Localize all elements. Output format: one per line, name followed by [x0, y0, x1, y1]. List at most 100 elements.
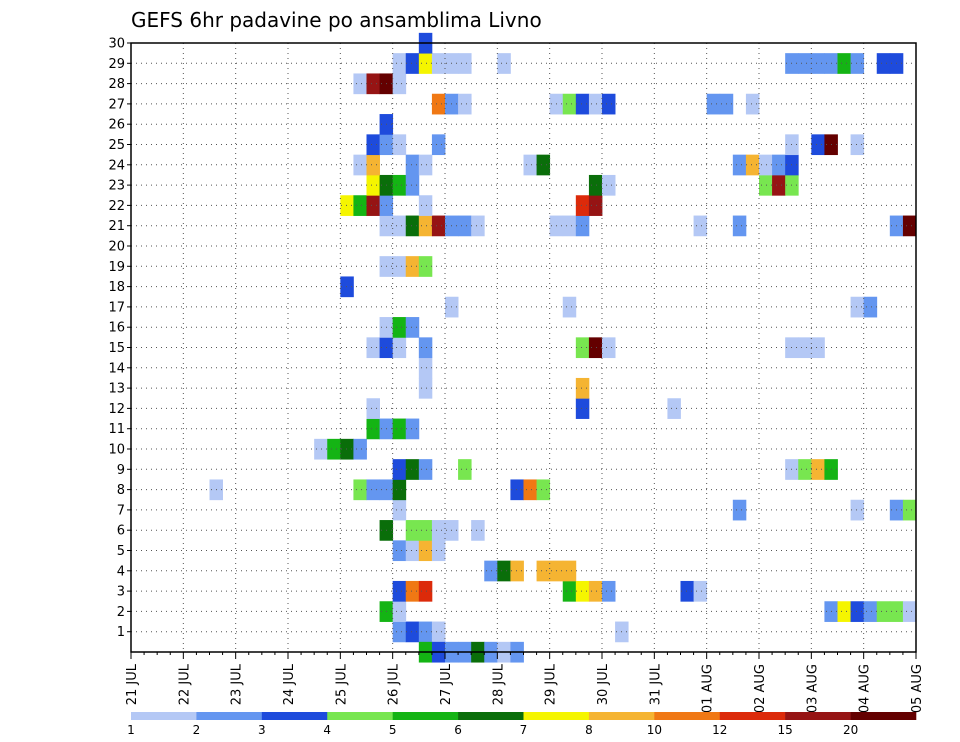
y-tick-label: 12 [108, 402, 125, 417]
precip-cell [850, 499, 865, 521]
chart-title: GEFS 6hr padavine po ansamblima Livno [131, 8, 542, 32]
precip-cell [418, 459, 433, 480]
legend-swatch [392, 712, 459, 720]
precip-cell [902, 601, 917, 622]
precip-cell [732, 154, 747, 176]
precip-cell [850, 134, 865, 156]
legend: 1 2 3 4 5 6 7 8 10 12 15 20 [127, 712, 917, 737]
legend-label: 8 [585, 723, 593, 737]
precip-cell [902, 499, 917, 521]
precip-cell [405, 540, 420, 562]
precip-cell [602, 174, 616, 196]
precip-cell [458, 53, 472, 74]
precip-cell [458, 215, 472, 237]
precip-cell [392, 337, 407, 359]
legend-swatch [588, 712, 655, 720]
precip-cell [392, 459, 407, 480]
legend-label: 1 [127, 723, 135, 737]
precip-cell [811, 53, 825, 74]
precip-cell [405, 53, 420, 74]
precip-cell [405, 317, 420, 338]
precip-cell [431, 134, 446, 156]
x-tick-label: 04 AUG [858, 664, 873, 713]
precip-cell [902, 215, 917, 237]
y-tick-label: 2 [117, 605, 125, 620]
precip-cell [353, 479, 367, 501]
precip-cell [418, 256, 433, 277]
precip-cell [366, 418, 380, 440]
cells-layer [209, 32, 917, 663]
precip-cell [392, 601, 407, 622]
precip-cell [431, 520, 446, 541]
y-tick-label: 1 [117, 625, 125, 640]
precip-cell [575, 337, 590, 359]
x-tick-label: 30 JUL [596, 663, 611, 705]
precip-cell [392, 621, 407, 643]
y-tick-label: 20 [108, 240, 125, 255]
precip-cell [418, 520, 433, 541]
legend-swatch [850, 712, 917, 720]
y-tick-label: 14 [108, 361, 125, 376]
precip-cell [418, 357, 433, 379]
precip-cell [602, 93, 616, 115]
y-tick-label: 7 [117, 503, 125, 518]
y-tick-label: 10 [108, 443, 125, 458]
precip-cell [693, 580, 708, 602]
y-tick-label: 15 [108, 341, 125, 356]
precip-cell [353, 195, 367, 216]
precip-cell [340, 276, 354, 298]
precip-cell [366, 398, 380, 419]
legend-label: 15 [778, 723, 793, 737]
grid-layer [131, 43, 916, 652]
precip-cell [837, 601, 851, 622]
precip-cell [863, 601, 878, 622]
precip-cell [772, 174, 786, 196]
precip-cell [392, 215, 407, 237]
precip-cell [458, 459, 472, 480]
precip-cell [471, 520, 485, 541]
precip-cell [340, 438, 354, 460]
precip-cell [418, 195, 433, 216]
precip-cell [392, 134, 407, 156]
precip-cell [392, 479, 407, 501]
y-tick-label: 13 [108, 382, 125, 397]
precip-cell [431, 540, 446, 562]
precip-cell [392, 53, 407, 74]
y-tick-label: 28 [108, 77, 125, 92]
precip-cell [523, 154, 537, 176]
precip-cell [667, 398, 681, 419]
x-tick-label: 27 JUL [439, 663, 454, 705]
y-tick-label: 9 [117, 463, 125, 478]
x-tick-label: 23 JUL [230, 663, 245, 705]
y-tick-label: 27 [108, 97, 125, 112]
precip-cell [366, 154, 380, 176]
legend-swatch [458, 712, 524, 720]
x-tick-label: 02 AUG [753, 664, 768, 713]
precip-cell [366, 195, 380, 216]
y-tick-label: 30 [108, 37, 125, 52]
precip-cell [353, 73, 367, 95]
precip-cell [798, 53, 812, 74]
precip-cell [392, 317, 407, 338]
legend-swatch [719, 712, 786, 720]
y-tick-label: 21 [108, 219, 125, 234]
legend-label: 3 [258, 723, 266, 737]
y-tick-label: 11 [108, 422, 125, 437]
precip-cell [811, 459, 825, 480]
precip-cell [575, 580, 590, 602]
precip-cell [732, 499, 747, 521]
legend-swatch [327, 712, 393, 720]
precip-cell [431, 93, 446, 115]
precip-cell [392, 580, 407, 602]
precip-cell [510, 479, 524, 501]
y-tick-label: 18 [108, 280, 125, 295]
precip-cell [405, 174, 420, 196]
precip-cell [706, 93, 721, 115]
y-tick-label: 8 [117, 483, 125, 498]
precip-cell [602, 580, 616, 602]
legend-label: 2 [193, 723, 201, 737]
x-tick-label: 26 JUL [387, 663, 402, 705]
precip-cell [562, 93, 577, 115]
precip-cell [575, 377, 590, 399]
precip-cell [837, 53, 851, 74]
